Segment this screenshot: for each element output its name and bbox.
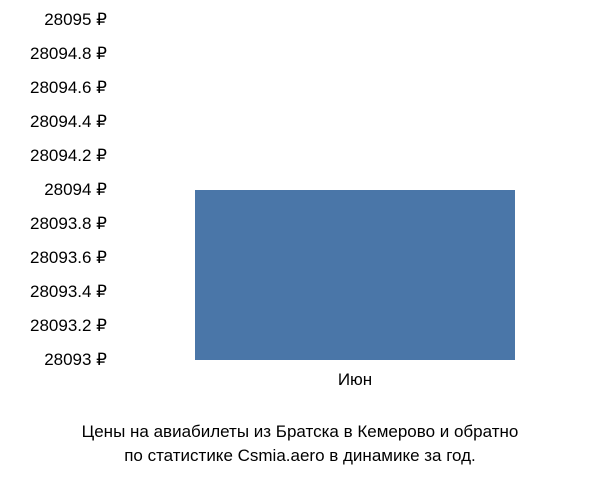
- bar-june: [195, 190, 515, 360]
- y-tick: 28093.6 ₽: [30, 248, 107, 268]
- caption-line-1: Цены на авиабилеты из Братска в Кемерово…: [0, 420, 600, 444]
- y-axis: 28095 ₽ 28094.8 ₽ 28094.6 ₽ 28094.4 ₽ 28…: [0, 20, 115, 360]
- caption-line-2: по статистике Csmia.aero в динамике за г…: [0, 444, 600, 468]
- chart-container: 28095 ₽ 28094.8 ₽ 28094.6 ₽ 28094.4 ₽ 28…: [0, 20, 600, 400]
- y-tick: 28095 ₽: [44, 10, 107, 30]
- y-tick: 28094.2 ₽: [30, 146, 107, 166]
- y-tick: 28094.8 ₽: [30, 44, 107, 64]
- y-tick: 28093 ₽: [44, 350, 107, 370]
- y-tick: 28093.4 ₽: [30, 282, 107, 302]
- y-tick: 28093.8 ₽: [30, 214, 107, 234]
- y-tick: 28093.2 ₽: [30, 316, 107, 336]
- y-tick: 28094.4 ₽: [30, 112, 107, 132]
- chart-caption: Цены на авиабилеты из Братска в Кемерово…: [0, 420, 600, 468]
- plot-area: [120, 20, 590, 360]
- y-tick: 28094 ₽: [44, 180, 107, 200]
- x-axis-label: Июн: [338, 370, 372, 390]
- y-tick: 28094.6 ₽: [30, 78, 107, 98]
